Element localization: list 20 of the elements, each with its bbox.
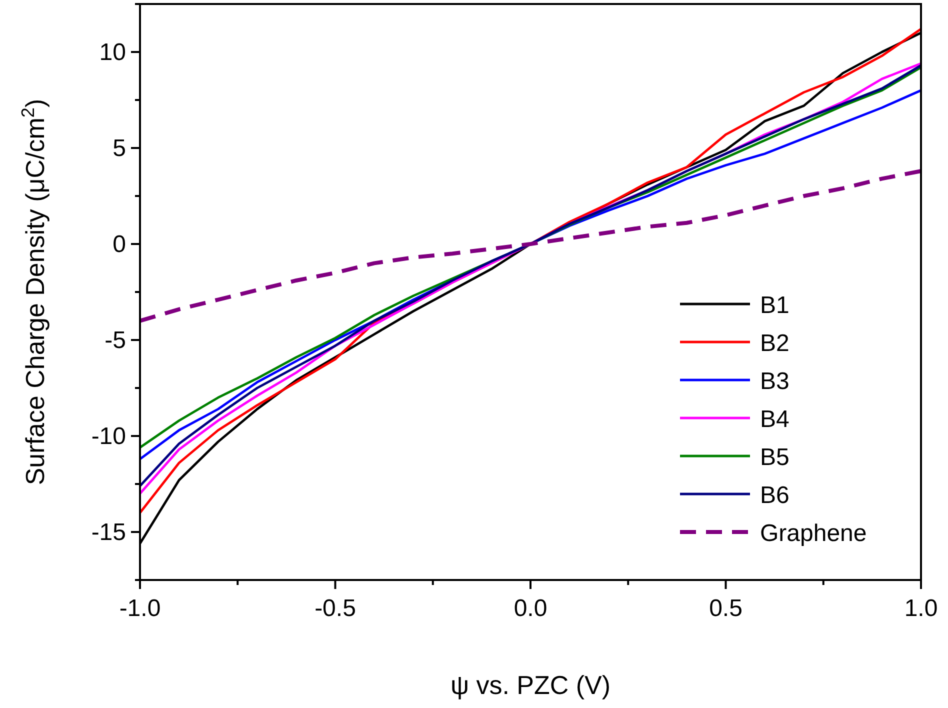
x-tick-label: -1.0 [119,595,161,622]
x-axis-title: ψ vs. PZC (V) [450,670,611,700]
legend-label: B1 [760,292,790,319]
legend-label: B2 [760,330,790,357]
x-tick-label: -0.5 [314,595,356,622]
legend-label: B4 [760,406,790,433]
legend-label: B3 [760,368,790,395]
y-tick-label: 0 [112,231,126,258]
y-tick-label: -10 [91,423,126,450]
line-series [138,169,923,323]
legend-label: Graphene [760,520,867,547]
x-tick-label: 1.0 [904,595,938,622]
y-tick-label: 5 [112,135,126,162]
legend-label: B6 [760,482,790,509]
x-tick-label: 0.0 [514,595,548,622]
y-tick-label: -15 [91,519,126,546]
legend-label: B5 [760,444,790,471]
x-tick-label: 0.5 [709,595,742,622]
y-tick-label: -5 [104,327,126,354]
y-tick-label: 10 [99,39,126,66]
